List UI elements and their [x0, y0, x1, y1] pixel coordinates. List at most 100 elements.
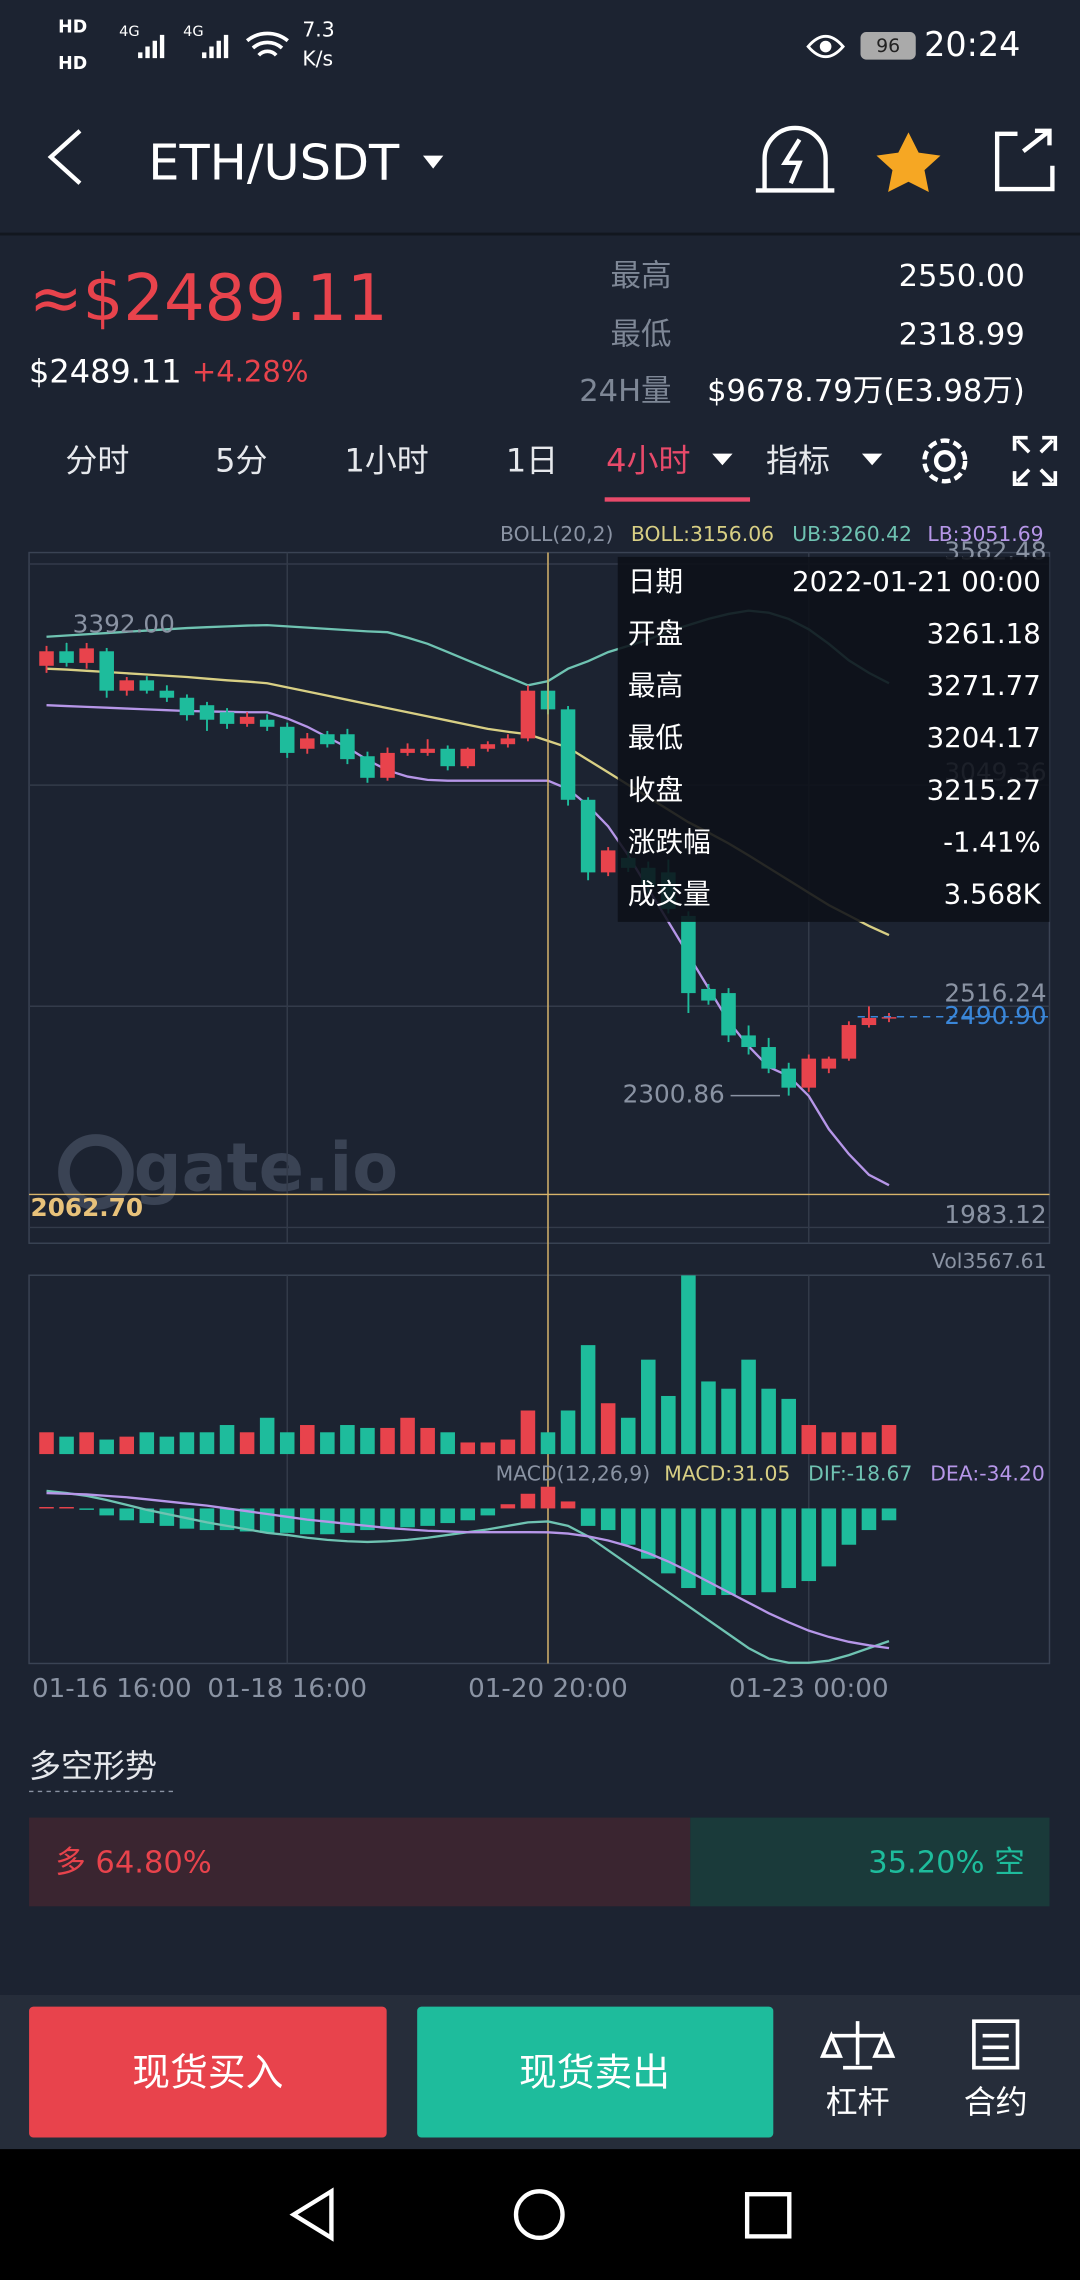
volume-bar: [340, 1425, 355, 1455]
volume-bar: [620, 1417, 636, 1455]
pair-dropdown[interactable]: [422, 155, 444, 169]
volume-bar: [259, 1417, 275, 1455]
nav-recent[interactable]: [744, 2192, 792, 2239]
nav-home[interactable]: [513, 2189, 565, 2241]
candle-body: [119, 680, 135, 691]
candle-body: [761, 1047, 776, 1069]
macd-bar: [661, 1508, 676, 1574]
volume-bar: [741, 1359, 756, 1455]
boll-label: BOLL(20,2): [500, 522, 613, 546]
long-short-title: 多空形势: [29, 1747, 157, 1785]
watermark-logo: [58, 1134, 134, 1210]
share-button[interactable]: [994, 128, 1055, 192]
leverage-label: 杠杆: [826, 2083, 890, 2121]
tooltip-value: -1.41%: [943, 825, 1041, 858]
settings-button[interactable]: [922, 438, 968, 484]
macd-label: MACD:31.05: [664, 1461, 790, 1485]
tab-dropdown[interactable]: [861, 453, 883, 466]
battery-level: 96: [876, 35, 900, 57]
tab-dropdown[interactable]: [712, 453, 733, 466]
candle-body: [440, 748, 455, 767]
candle-body: [460, 748, 476, 767]
volume-bar: [881, 1425, 897, 1455]
battery: [860, 31, 916, 60]
macd-bar: [861, 1508, 877, 1531]
tab[interactable]: 5分: [215, 441, 267, 479]
candle-body: [741, 1035, 756, 1048]
clock: 20:24: [924, 25, 1020, 64]
volume-bar: [239, 1432, 255, 1455]
candle-body: [881, 1017, 897, 1019]
tab[interactable]: 1小时: [345, 441, 429, 479]
hd-icon: HD: [58, 54, 87, 74]
tooltip-key: 最低: [628, 721, 683, 754]
macd-label: DEA:-34.20: [930, 1461, 1044, 1485]
candle-body: [340, 734, 355, 760]
macd-bar: [300, 1508, 315, 1535]
macd-bar: [741, 1508, 756, 1596]
macd-bar: [199, 1508, 215, 1531]
candle-body: [560, 709, 576, 800]
macd-bar: [99, 1508, 114, 1516]
favorite-star[interactable]: [876, 132, 941, 192]
contract-button[interactable]: 合约: [964, 2019, 1028, 2121]
back-button[interactable]: [47, 129, 82, 185]
chart: gate.io3582.483049.362516.241983.1201-16…: [29, 522, 1050, 1704]
candle-body: [259, 719, 275, 727]
boll-label: BOLL:3156.06: [631, 522, 774, 546]
volume-bar: [600, 1403, 616, 1455]
tooltip: [617, 556, 1050, 922]
volume-bar: [79, 1432, 94, 1455]
leverage-button[interactable]: 杠杆: [819, 2021, 896, 2121]
macd-bar: [239, 1508, 255, 1532]
candle-body: [861, 1017, 877, 1026]
volume-bar: [661, 1395, 676, 1455]
buy-button[interactable]: [29, 2006, 387, 2138]
high-marker-label: 3392.00: [73, 610, 175, 639]
sell-label: 现货卖出: [519, 2050, 670, 2094]
candle-body: [721, 993, 736, 1036]
fullscreen-button[interactable]: [1012, 435, 1058, 487]
volume-bar: [380, 1427, 395, 1455]
short-label: 35.20% 空: [868, 1846, 1025, 1881]
candle-body: [179, 697, 195, 716]
macd-bar: [520, 1493, 536, 1509]
crosshair-label: 2062.70: [31, 1193, 143, 1222]
candle-body: [681, 915, 696, 994]
volume-bar: [440, 1432, 455, 1455]
speed: 7.3: [302, 18, 334, 42]
x-tick-label: 01-23 00:00: [729, 1674, 889, 1704]
macd-bar: [761, 1508, 776, 1593]
volume-bar: [99, 1439, 114, 1455]
tooltip-value: 3215.27: [927, 773, 1041, 806]
tab[interactable]: 1日: [506, 441, 558, 479]
volume-bar: [199, 1432, 215, 1455]
macd-bar: [841, 1508, 857, 1545]
macd-bar: [881, 1508, 897, 1521]
gear: [922, 438, 968, 484]
candle-body: [139, 680, 155, 691]
pair-title[interactable]: ETH/USDT: [148, 133, 400, 191]
volume-bar: [641, 1359, 656, 1455]
x-tick-label: 01-18 16:00: [207, 1674, 367, 1704]
volume-bar: [560, 1410, 576, 1455]
sell-button[interactable]: [417, 2006, 774, 2138]
tab[interactable]: 分时: [65, 441, 129, 479]
tooltip-value: 3204.17: [927, 721, 1041, 754]
macd-bar: [600, 1508, 616, 1531]
macd-bar: [681, 1508, 696, 1589]
nav-back[interactable]: [289, 2187, 334, 2242]
price-approx: ≈$2489.11: [29, 262, 388, 336]
tooltip-value: 3.568K: [944, 877, 1042, 910]
tab[interactable]: 指标: [766, 441, 830, 479]
volume-bar: [500, 1439, 516, 1455]
tab-active[interactable]: 4小时: [606, 441, 690, 479]
y-tick-label: 1983.12: [944, 1200, 1046, 1229]
tooltip-key: 日期: [628, 565, 683, 598]
candle-body: [801, 1058, 817, 1088]
macd-bar: [721, 1508, 736, 1596]
tooltip-value: 3271.77: [927, 669, 1041, 702]
alert-button[interactable]: [755, 125, 835, 193]
high-label: 最高: [611, 259, 672, 294]
macd-bar: [641, 1508, 656, 1559]
